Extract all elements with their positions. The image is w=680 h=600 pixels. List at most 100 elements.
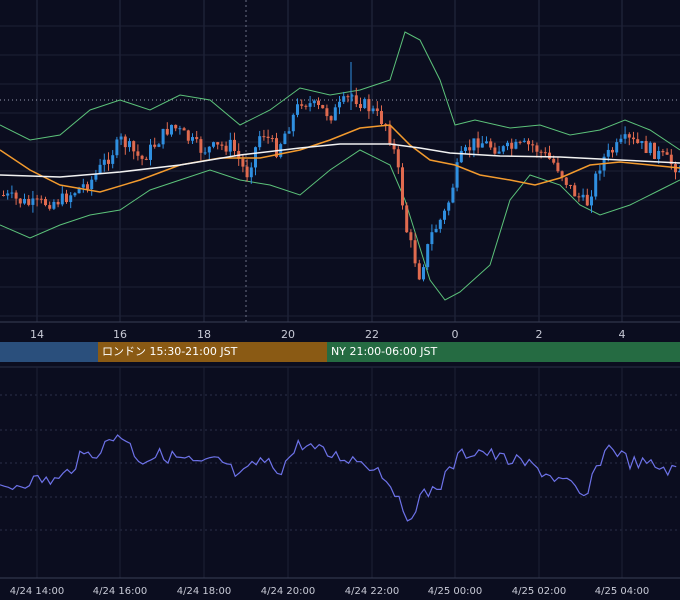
candle-body — [459, 150, 463, 163]
candle-body — [644, 141, 648, 154]
candle-body — [560, 171, 564, 178]
candle-body — [464, 147, 467, 151]
candle-body — [39, 198, 43, 200]
candle-body — [140, 155, 144, 159]
candle-body — [657, 150, 661, 159]
candle-body — [266, 136, 270, 139]
candle-body — [191, 137, 194, 141]
candle-body — [606, 149, 610, 157]
oscillator-tick-label: 4/25 02:00 — [512, 586, 566, 597]
candle-body — [149, 144, 152, 160]
candle-body — [619, 138, 623, 143]
candle-body — [678, 171, 680, 173]
bollinger-lower — [0, 149, 680, 301]
candle-body — [153, 144, 157, 147]
candle-body — [413, 240, 417, 264]
candle-body — [44, 199, 47, 206]
candle-body — [94, 173, 98, 180]
oscillator-tick-label: 4/24 18:00 — [177, 586, 231, 597]
candle-body — [556, 162, 560, 172]
candle-body — [119, 136, 123, 140]
candle-body — [56, 201, 60, 205]
candle-body — [485, 141, 488, 144]
candle-body — [207, 146, 211, 153]
candle-body — [447, 202, 451, 211]
price-tick-label: 2 — [536, 328, 543, 341]
candle-body — [77, 187, 81, 194]
candle-body — [258, 136, 262, 148]
candle-body — [522, 140, 526, 142]
candle-body — [128, 141, 131, 148]
price-time-axis: 14 16 18 20 22 0 2 4 — [30, 328, 626, 341]
candle-body — [371, 108, 375, 112]
candle-body — [123, 136, 127, 148]
candle-body — [665, 152, 669, 155]
candle-body — [535, 145, 539, 152]
candle-body — [451, 187, 455, 203]
candle-body — [506, 142, 509, 147]
candle-body — [270, 138, 274, 140]
candle-body — [342, 96, 346, 102]
candle-body — [144, 158, 148, 160]
oscillator-tick-label: 4/24 16:00 — [93, 586, 147, 597]
candle-body — [632, 137, 635, 140]
candle-body — [623, 134, 627, 139]
candle-body — [81, 184, 85, 188]
candle-body — [69, 195, 73, 203]
candle-body — [527, 140, 530, 145]
session-asia-bar — [0, 342, 98, 362]
price-tick-label: 4 — [619, 328, 626, 341]
candle-body — [10, 192, 14, 194]
candle-body — [422, 267, 425, 280]
candle-body — [581, 194, 585, 198]
candle-body — [23, 198, 26, 204]
oscillator-tick-label: 4/24 20:00 — [261, 586, 315, 597]
candle-body — [380, 111, 383, 125]
candle-body — [245, 166, 249, 178]
candle-body — [627, 134, 631, 138]
candle-body — [35, 198, 39, 200]
candle-body — [195, 137, 199, 140]
candle-body — [367, 99, 371, 112]
oscillator-tick-label: 4/25 04:00 — [595, 586, 649, 597]
candle-body — [443, 210, 446, 220]
candle-body — [359, 104, 362, 108]
candle-body — [6, 193, 10, 196]
candle-body — [455, 162, 459, 188]
oscillator-tick-label: 4/24 14:00 — [10, 586, 64, 597]
candle-body — [510, 142, 514, 149]
candle-body — [161, 128, 165, 145]
candle-body — [585, 194, 589, 206]
candle-body — [262, 136, 266, 138]
price-tick-label: 16 — [113, 328, 127, 341]
candle-body — [472, 138, 476, 151]
candle-body — [430, 232, 434, 245]
candlestick-series — [2, 62, 680, 282]
candle-body — [249, 167, 253, 178]
candle-body — [514, 141, 518, 149]
price-tick-label: 22 — [365, 328, 379, 341]
candle-body — [199, 139, 203, 153]
candle-body — [417, 263, 421, 280]
candle-body — [65, 193, 68, 203]
candle-body — [480, 143, 484, 148]
candle-body — [648, 142, 652, 154]
candle-body — [669, 154, 673, 165]
oscillator-series — [0, 434, 677, 522]
candle-body — [48, 205, 52, 209]
candle-body — [317, 100, 320, 106]
candle-body — [363, 99, 367, 108]
candle-body — [548, 152, 551, 159]
candle-body — [287, 131, 291, 134]
price-grid — [0, 0, 680, 323]
candle-body — [31, 198, 35, 205]
candle-body — [552, 158, 556, 163]
bollinger-upper — [0, 31, 680, 151]
candle-body — [174, 124, 178, 129]
candle-body — [136, 151, 140, 156]
oscillator-grid — [0, 366, 680, 579]
candle-body — [165, 128, 169, 135]
candle-body — [296, 104, 299, 115]
candle-body — [615, 142, 619, 153]
